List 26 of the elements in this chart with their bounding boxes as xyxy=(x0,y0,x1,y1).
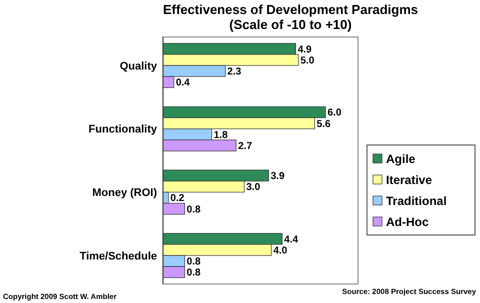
chart-title: Effectiveness of Development Paradigms xyxy=(162,2,418,17)
legend-label: Ad-Hoc xyxy=(386,215,429,230)
data-label: 3.0 xyxy=(246,182,261,194)
data-label: 4.9 xyxy=(298,44,312,56)
y-tick-label: Time/Schedule xyxy=(80,250,157,262)
data-label: 3.9 xyxy=(270,171,285,182)
legend-label: Agile xyxy=(386,152,416,166)
data-label: 2.3 xyxy=(227,66,242,78)
data-label: 5.0 xyxy=(300,55,315,66)
data-label: 0.8 xyxy=(186,256,202,268)
data-label: 2.7 xyxy=(238,140,252,152)
y-tick-label: Money (ROI) xyxy=(92,187,158,200)
chart-subtitle: (Scale of -10 to +10) xyxy=(229,17,352,32)
data-label: 4.4 xyxy=(284,234,299,246)
data-label: 6.0 xyxy=(328,108,342,119)
data-label: 5.6 xyxy=(316,118,332,130)
data-label: 4.0 xyxy=(273,245,288,256)
y-tick-label: Quality xyxy=(120,60,158,72)
legend-label: Traditional xyxy=(386,194,447,208)
y-tick-label: Functionality xyxy=(88,124,158,136)
legend-label: Iterative xyxy=(386,173,432,188)
data-label: 1.8 xyxy=(214,130,228,141)
data-label: 0.2 xyxy=(170,193,185,204)
data-label: 0.8 xyxy=(186,268,202,279)
data-label: 0.4 xyxy=(176,78,190,89)
data-label: 0.8 xyxy=(186,204,202,216)
